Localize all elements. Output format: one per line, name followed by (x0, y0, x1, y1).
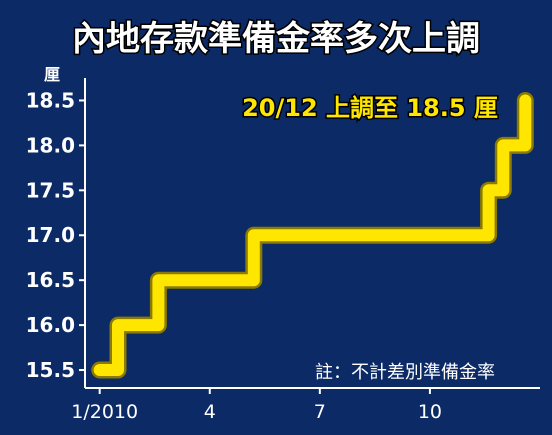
data-point (502, 144, 504, 146)
y-tick-label: 15.5 (26, 358, 75, 382)
y-tick-label: 17.5 (26, 178, 75, 202)
y-tick-label: 16.0 (26, 313, 75, 337)
data-point (502, 189, 504, 191)
data-point (253, 234, 255, 236)
data-point (253, 279, 255, 281)
x-tick-label: 1/2010 (71, 401, 138, 423)
x-tick-label: 4 (204, 401, 216, 423)
y-ticks: 15.5 16.0 16.5 17.0 17.5 18.0 18.5 (26, 88, 85, 382)
series-group (91, 92, 534, 379)
y-tick-label: 18.5 (26, 88, 75, 112)
data-point (117, 369, 119, 371)
data-point (524, 144, 526, 146)
data-point (157, 324, 159, 326)
data-point (157, 279, 159, 281)
x-ticks: 1/2010 4 7 10 (71, 388, 442, 423)
data-point (488, 189, 490, 191)
data-point (488, 234, 490, 236)
y-tick-label: 17.0 (26, 223, 75, 247)
data-point (117, 324, 119, 326)
data-point (99, 369, 101, 371)
data-point (524, 99, 526, 101)
axes (84, 78, 540, 389)
x-tick-label: 10 (418, 401, 442, 423)
x-tick-label: 7 (314, 401, 326, 423)
chart-title: 內地存款準備金率多次上調 (72, 19, 480, 59)
y-tick-label: 16.5 (26, 268, 75, 292)
footnote-label: 註：不計差別準備金率 (315, 362, 495, 383)
annotation-label: 20/12 上調至 18.5 厘 (242, 94, 498, 122)
y-tick-label: 18.0 (26, 133, 75, 157)
y-axis-unit-label: 厘 (44, 65, 60, 84)
